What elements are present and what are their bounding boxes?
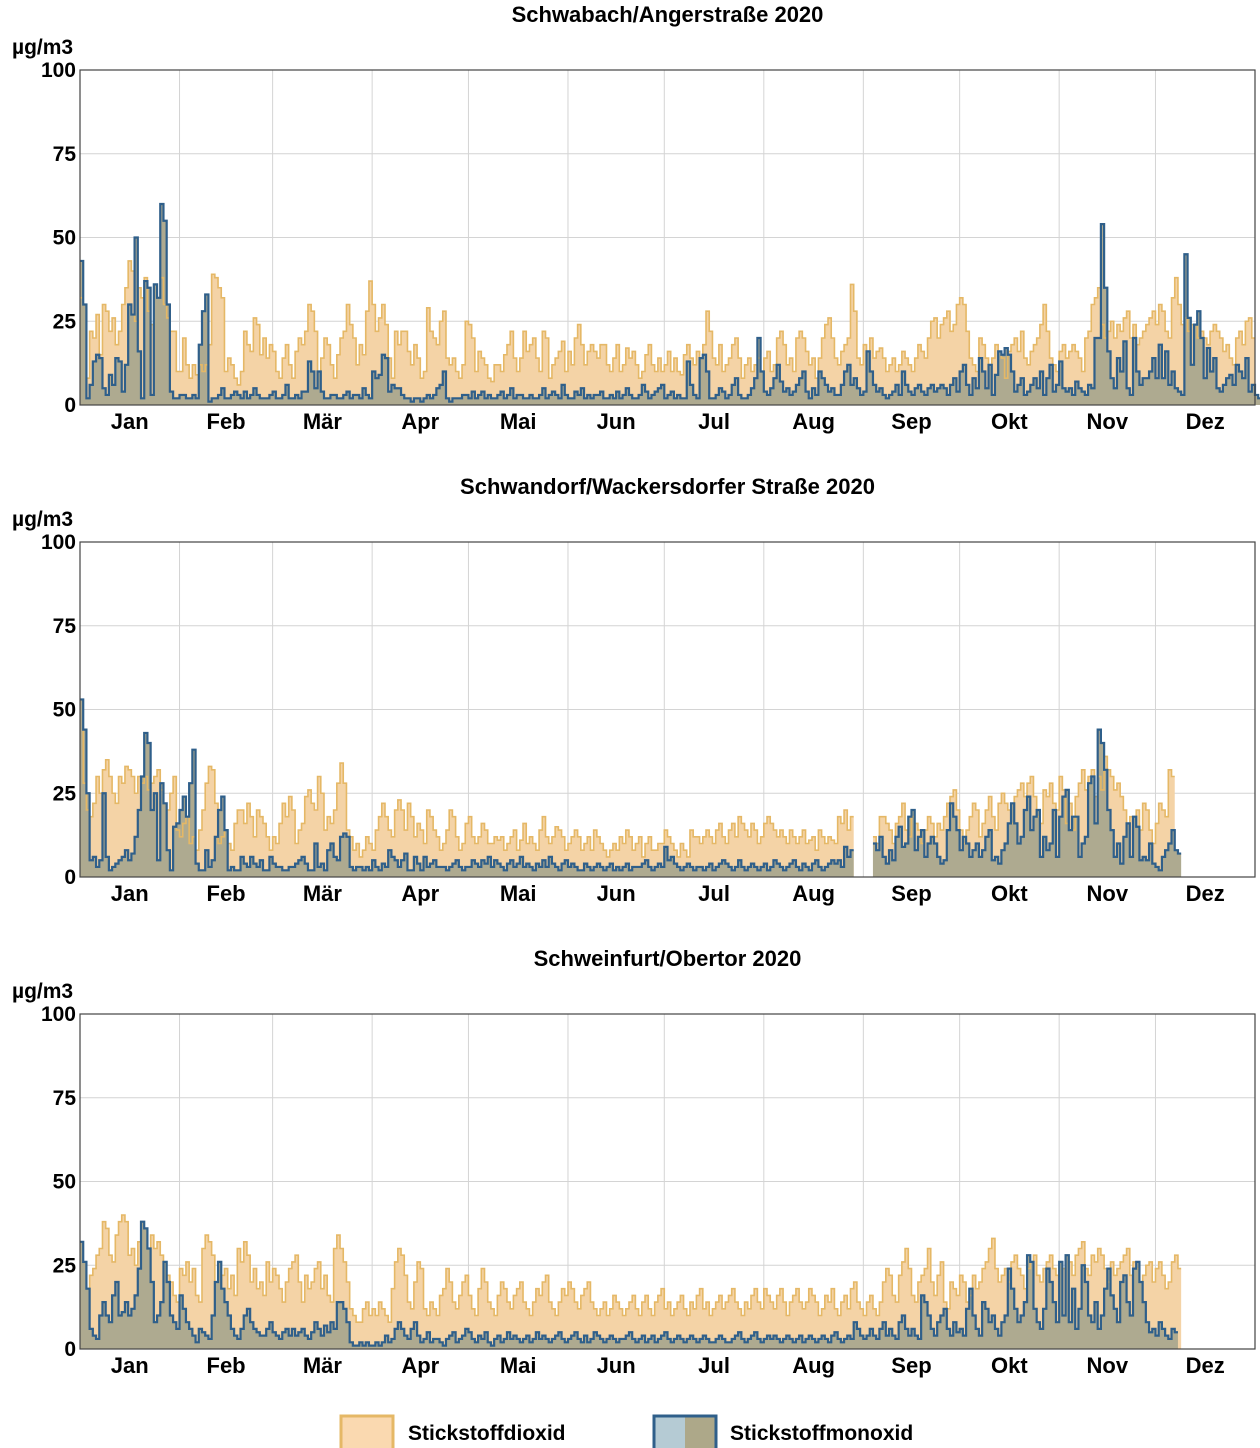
x-tick-label-month: Okt [991, 1353, 1028, 1378]
y-tick-label: 100 [41, 59, 76, 82]
y-tick-label: 50 [53, 1171, 76, 1194]
legend-swatch-no2 [339, 1414, 395, 1448]
chart-title: Schweinfurt/Obertor 2020 [534, 946, 802, 971]
series-area-no [80, 1221, 1178, 1349]
x-tick-label-month: Jun [597, 881, 636, 906]
y-tick-label: 25 [53, 1254, 77, 1277]
y-tick-label: 100 [41, 1003, 76, 1026]
chart-title: Schwandorf/Wackersdorfer Straße 2020 [460, 474, 875, 499]
series-line-no2 [80, 1214, 1182, 1323]
legend-swatch-no-right [685, 1416, 716, 1448]
plot-frame [79, 541, 1256, 878]
x-tick-label-month: Mär [303, 1353, 343, 1378]
x-tick-label-month: Jul [698, 409, 730, 434]
x-tick-label-month: Mai [500, 881, 537, 906]
x-tick-label-month: Mär [303, 881, 343, 906]
y-tick-label: 75 [53, 1087, 77, 1110]
y-tick-label: 50 [53, 699, 76, 722]
y-tick-label: 0 [64, 866, 76, 889]
x-tick-label-month: Feb [207, 1353, 246, 1378]
x-tick-label-month: Apr [401, 409, 439, 434]
x-tick-label-month: Jan [111, 409, 149, 434]
chart-title: Schwabach/Angerstraße 2020 [512, 2, 824, 27]
y-tick-label: 0 [64, 1338, 76, 1361]
x-tick-label-month: Nov [1087, 1353, 1129, 1378]
series-line-no [80, 1220, 1178, 1347]
x-tick-label-month: Jun [597, 1353, 636, 1378]
x-tick-label-month: Aug [792, 881, 835, 906]
x-tick-label-month: Okt [991, 409, 1028, 434]
y-tick-label: 0 [64, 394, 76, 417]
y-tick-label: 100 [41, 531, 76, 554]
x-tick-label-month: Jun [597, 409, 636, 434]
x-tick-label-month: Jan [111, 1353, 149, 1378]
x-tick-label-month: Sep [891, 881, 931, 906]
x-tick-label-month: Sep [891, 1353, 931, 1378]
legend-label-no2: Stickstoffdioxid [408, 1422, 566, 1445]
x-tick-label-month: Dez [1186, 1353, 1225, 1378]
y-tick-label: 50 [53, 227, 76, 250]
x-tick-label-month: Aug [792, 1353, 835, 1378]
y-tick-label: 75 [53, 143, 77, 166]
legend-swatch-no-left [654, 1416, 685, 1448]
series-area-no2 [80, 260, 1255, 405]
x-tick-label-month: Apr [401, 881, 439, 906]
y-unit-label: µg/m3 [12, 36, 73, 59]
y-unit-label: µg/m3 [12, 508, 73, 531]
legend: Stickstoffdioxid Stickstoffmonoxid [339, 1414, 913, 1448]
x-tick-label-month: Apr [401, 1353, 439, 1378]
y-tick-label: 25 [53, 310, 77, 333]
series-area-no [80, 699, 1182, 877]
x-tick-label-month: Sep [891, 409, 931, 434]
legend-swatch-no-border [652, 1414, 718, 1448]
x-tick-label-month: Mär [303, 409, 343, 434]
chart-panel-1: Schwabach/Angerstraße 2020 µg/m3 0 25 50 75 10… [12, 2, 1260, 434]
x-tick-label-month: Aug [792, 409, 835, 434]
x-tick-label-month: Feb [207, 881, 246, 906]
x-tick-label-month: Nov [1087, 409, 1129, 434]
x-tick-label-month: Okt [991, 881, 1028, 906]
x-tick-label-month: Dez [1186, 881, 1225, 906]
y-unit-label: µg/m3 [12, 980, 73, 1003]
chart-panel-3: Schweinfurt/Obertor 2020 µg/m3 0 25 50 75 100 J… [12, 946, 1256, 1378]
x-tick-label-month: Dez [1186, 409, 1225, 434]
x-tick-label-month: Feb [207, 409, 246, 434]
series-line-no [80, 698, 1182, 872]
plot-frame [79, 1013, 1256, 1350]
plot-frame [79, 69, 1256, 406]
x-tick-label-month: Mai [500, 1353, 537, 1378]
y-tick-label: 75 [53, 615, 77, 638]
series-line-no [80, 202, 1260, 403]
x-tick-label-month: Mai [500, 409, 537, 434]
x-tick-label-month: Jan [111, 881, 149, 906]
chart-panel-2: Schwandorf/Wackersdorfer Straße 2020 µg/m… [12, 474, 1256, 906]
y-tick-label: 25 [53, 782, 77, 805]
x-tick-label-month: Nov [1087, 881, 1129, 906]
legend-label-no: Stickstoffmonoxid [730, 1422, 913, 1445]
x-tick-label-month: Jul [698, 881, 730, 906]
x-tick-label-month: Jul [698, 1353, 730, 1378]
